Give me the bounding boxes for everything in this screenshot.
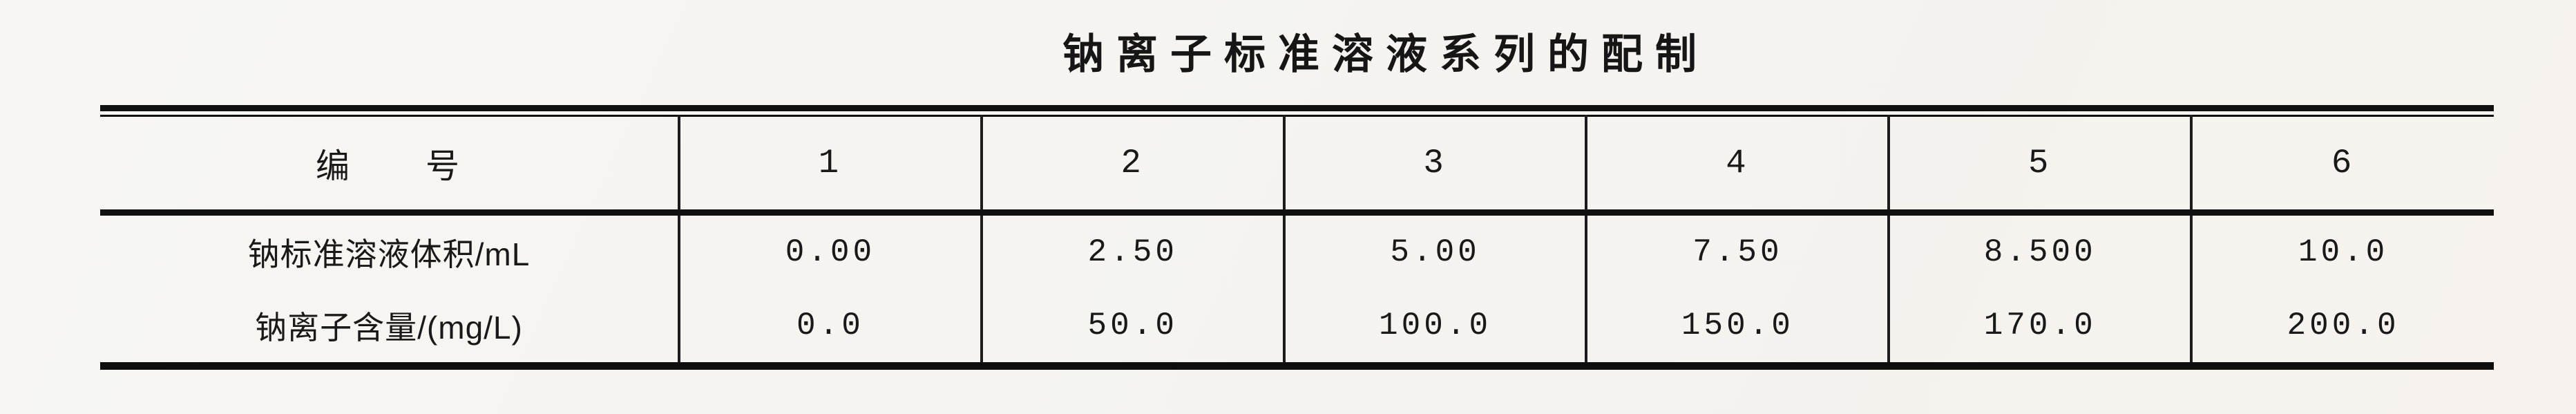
header-cell-label: 编 号 xyxy=(100,115,679,216)
header-cell-6: 6 xyxy=(2190,115,2494,216)
value-cell-volume-2: 2.50 xyxy=(980,212,1284,289)
header-cell-4: 4 xyxy=(1585,115,1889,216)
value-cell-volume-4: 7.50 xyxy=(1585,212,1889,289)
header-cell-1: 1 xyxy=(678,115,982,216)
value-cell-volume-1: 0.00 xyxy=(678,212,982,289)
data-table: 编 号 1 2 3 4 5 6 钠标准溶液体积/mL 0.00 2.50 5.0… xyxy=(100,115,2494,370)
row-label-concentration: 钠离子含量/(mg/L) xyxy=(100,289,679,370)
header-cell-5: 5 xyxy=(1887,115,2192,216)
header-cell-3: 3 xyxy=(1282,115,1587,216)
table-row-concentration: 钠离子含量/(mg/L) 0.0 50.0 100.0 150.0 170.0 … xyxy=(100,289,2494,370)
value-cell-conc-2: 50.0 xyxy=(980,289,1284,370)
value-cell-volume-6: 10.0 xyxy=(2190,212,2494,289)
value-cell-conc-6: 200.0 xyxy=(2190,289,2494,370)
table-title: 钠离子标准溶液系列的配制 xyxy=(1062,31,1709,77)
value-cell-conc-5: 170.0 xyxy=(1887,289,2192,370)
value-cell-volume-3: 5.00 xyxy=(1282,212,1587,289)
row-label-volume: 钠标准溶液体积/mL xyxy=(247,236,531,272)
top-rule-thick xyxy=(100,105,2494,111)
standard-solution-table: 编 号 1 2 3 4 5 6 钠标准溶液体积/mL 0.00 2.50 5.0… xyxy=(100,105,2494,370)
header-cell-2: 2 xyxy=(980,115,1284,216)
value-cell-conc-1: 0.0 xyxy=(678,289,982,370)
value-cell-volume-5: 8.500 xyxy=(1887,212,2192,289)
value-cell-conc-3: 100.0 xyxy=(1282,289,1587,370)
value-cell-conc-4: 150.0 xyxy=(1585,289,1889,370)
header-row: 编 号 1 2 3 4 5 6 xyxy=(100,115,2494,216)
table-row-volume: 钠标准溶液体积/mL 0.00 2.50 5.00 7.50 8.500 10.… xyxy=(100,212,2494,289)
